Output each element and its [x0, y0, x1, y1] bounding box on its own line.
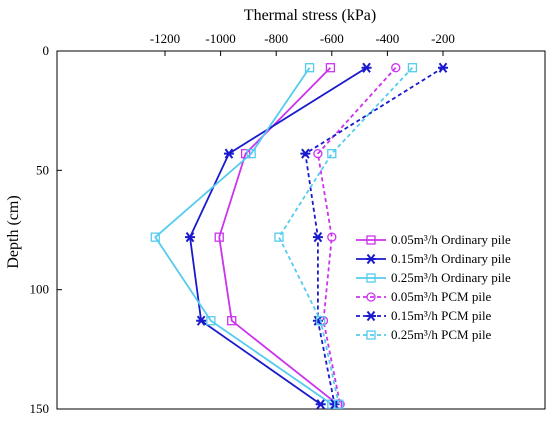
legend-label: 0.05m³/h PCM pile — [391, 289, 492, 304]
data-point-circle — [313, 148, 323, 159]
legend-label: 0.25m³/h Ordinary pile — [391, 270, 511, 285]
data-point-circle — [327, 232, 337, 242]
x-tick-label: -1000 — [205, 31, 235, 46]
data-point-circle — [391, 63, 401, 73]
data-point-star — [196, 315, 207, 326]
data-point-square — [227, 316, 237, 326]
x-tick-label: -400 — [375, 31, 399, 46]
data-point-square — [327, 148, 337, 159]
legend-marker-square — [366, 330, 376, 340]
x-tick-label: -200 — [431, 31, 455, 46]
data-point-star — [438, 62, 448, 73]
data-point-square — [407, 63, 418, 73]
legend-item: 0.25m³/h Ordinary pile — [356, 270, 511, 285]
legend-label: 0.15m³/h Ordinary pile — [391, 251, 511, 266]
legend: 0.05m³/h Ordinary pile 0.15m³/h Ordinary … — [356, 232, 511, 342]
data-point-square — [274, 232, 284, 242]
x-tick-label: -1200 — [150, 31, 180, 46]
legend-item: 0.05m³/h PCM pile — [356, 289, 492, 304]
data-point-star — [361, 62, 372, 73]
data-point-star — [315, 399, 326, 410]
series-6 — [274, 63, 418, 409]
legend-marker-star — [366, 253, 376, 265]
legend-item: 0.05m³/h Ordinary pile — [356, 232, 511, 247]
series-4 — [313, 63, 401, 409]
plot-frame — [56, 50, 546, 410]
series-line — [154, 67, 333, 405]
y-tick-label: 0 — [43, 43, 50, 58]
data-point-star — [223, 148, 234, 159]
series-1 — [214, 63, 343, 409]
data-point-star — [185, 232, 196, 243]
legend-item: 0.15m³/h PCM pile — [356, 308, 492, 323]
data-point-star — [300, 148, 311, 159]
legend-item: 0.15m³/h Ordinary pile — [356, 251, 511, 266]
legend-marker-circle — [366, 292, 376, 302]
y-tick-label: 100 — [30, 282, 50, 297]
data-point-square — [325, 63, 336, 73]
series-line — [316, 67, 397, 405]
series-5 — [300, 62, 448, 410]
series-layer — [150, 62, 448, 410]
x-axis-title: Thermal stress (kPa) — [244, 7, 376, 24]
series-3 — [150, 63, 337, 409]
series-line — [277, 67, 414, 405]
data-point-square — [214, 232, 224, 242]
legend-marker-star — [366, 310, 376, 322]
series-2 — [185, 62, 372, 410]
series-line — [189, 66, 368, 405]
legend-marker-square — [366, 273, 376, 283]
y-tick-label: 150 — [30, 401, 50, 416]
data-point-square — [246, 148, 256, 159]
data-point-square — [316, 316, 326, 326]
x-tick-label: -800 — [264, 31, 288, 46]
y-axis-title: Depth (cm) — [5, 195, 22, 268]
axes: -1200 -1000 -800 -600 -400 -200 0 50 100 150 — [30, 31, 546, 416]
legend-marker-square — [366, 235, 376, 245]
data-point-square — [304, 63, 315, 73]
x-tick-label: -600 — [320, 31, 344, 46]
data-point-square — [206, 316, 216, 326]
legend-item: 0.25m³/h PCM pile — [356, 327, 492, 342]
data-point-star — [312, 232, 323, 243]
data-point-square — [150, 232, 160, 242]
legend-label: 0.15m³/h PCM pile — [391, 308, 492, 323]
legend-label: 0.05m³/h Ordinary pile — [391, 232, 511, 247]
y-tick-label: 50 — [36, 162, 49, 177]
legend-label: 0.25m³/h PCM pile — [391, 327, 492, 342]
data-point-square — [334, 399, 344, 409]
